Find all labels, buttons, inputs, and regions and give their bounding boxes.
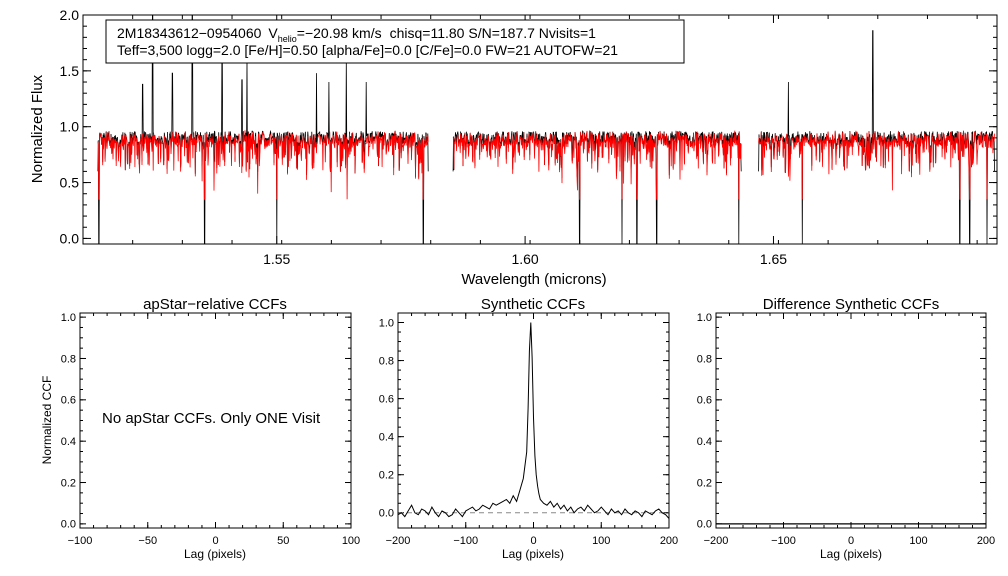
y-tick-label: 0.6 (697, 395, 712, 407)
apstar-ccf-panel: −100 −50 0 50 100 0.0 0.2 0.4 0.6 0.8 1.0 apStar−r… (40, 296, 360, 561)
model-spectrum-chip-1 (97, 130, 429, 200)
spectrum-plot-area (97, 15, 995, 244)
y-tick-label: 0.0 (61, 519, 76, 531)
info-box: 2M18343612−0954060 Vhelio=−20.98 km/s chis… (105, 19, 685, 64)
apstar-ccf-ticks: −100 −50 0 50 100 0.0 0.2 0.4 0.6 0.8 1.0 (61, 312, 360, 547)
synthetic-ccf-xlabel: Lag (pixels) (502, 547, 564, 561)
y-tick-label: 0.8 (379, 355, 394, 367)
x-tick-label: 200 (977, 535, 995, 547)
y-tick-label: 0.6 (379, 393, 394, 405)
apstar-ccf-xlabel: Lag (pixels) (184, 547, 246, 561)
model-spectrum-chip-3 (758, 130, 995, 200)
spectrum-panel: 1.55 1.60 1.65 0.0 0.5 1.0 1.5 2.0 2M18343612−0… (29, 7, 998, 288)
spectrum-ticks: 1.55 1.60 1.65 0.0 0.5 1.0 1.5 2.0 (60, 7, 997, 267)
y-tick-label: 0.2 (61, 477, 76, 489)
apstar-ccf-ylabel: Normalized CCF (40, 376, 54, 465)
info-vhelio-label: V (268, 25, 278, 41)
synthetic-ccf-panel: −200 −100 0 100 200 0.0 0.2 0.4 0.6 0.8 1.0 Synthe… (379, 296, 678, 561)
y-tick-label: 1.0 (697, 312, 712, 324)
synthetic-ccf-axes-frame (397, 312, 670, 529)
apstar-ccf-axes-frame (79, 312, 352, 529)
x-tick-label: 100 (592, 535, 610, 547)
difference-ccf-axes-frame (715, 312, 987, 529)
y-tick-label: 1.0 (379, 317, 394, 329)
difference-ccf-ticks: −200 −100 0 100 200 0.0 0.2 0.4 0.6 0.8 1.0 (697, 312, 995, 547)
y-tick-label: 0.0 (379, 508, 394, 520)
x-tick-label: 1.65 (760, 251, 787, 267)
x-tick-label: 0 (212, 535, 218, 547)
info-vhelio-sub: helio (278, 34, 297, 44)
spectrum-xlabel: Wavelength (microns) (461, 271, 606, 288)
x-tick-label: −100 (771, 535, 796, 547)
y-tick-label: 0.0 (60, 230, 80, 246)
y-tick-label: 0.0 (697, 519, 712, 531)
synthetic-ccf-plot-area (397, 322, 670, 519)
y-tick-label: 1.0 (61, 312, 76, 324)
spectrum-ylabel: Normalized Flux (29, 74, 46, 183)
apstar-ccf-title: apStar−relative CCFs (143, 296, 287, 313)
info-stats: chisq=11.80 S/N=187.7 Nvisits=1 (390, 25, 597, 41)
model-spectrum-chip-2 (452, 130, 742, 200)
y-tick-label: 1.0 (60, 119, 80, 135)
x-tick-label: −200 (386, 535, 411, 547)
x-tick-label: −200 (704, 535, 729, 547)
synthetic-ccf-line (397, 322, 670, 519)
y-tick-label: 0.8 (697, 353, 712, 365)
x-tick-label: 1.60 (511, 251, 538, 267)
spectrum-axes-frame (82, 14, 998, 245)
y-tick-label: 2.0 (60, 7, 80, 23)
x-tick-label: 1.55 (263, 251, 290, 267)
x-tick-label: −100 (68, 535, 93, 547)
difference-ccf-title: Difference Synthetic CCFs (763, 296, 939, 313)
x-tick-label: 200 (660, 535, 678, 547)
x-tick-label: −100 (453, 535, 478, 547)
info-star-id: 2M18343612−0954060 (117, 25, 262, 41)
difference-ccf-panel: −200 −100 0 100 200 0.0 0.2 0.4 0.6 0.8 1.0 Differ… (697, 296, 995, 561)
x-tick-label: 0 (530, 535, 536, 547)
y-tick-label: 0.2 (379, 470, 394, 482)
y-tick-label: 0.2 (697, 477, 712, 489)
y-tick-label: 0.8 (61, 353, 76, 365)
no-ccf-message: No apStar CCFs. Only ONE Visit (102, 410, 321, 427)
y-tick-label: 1.5 (60, 63, 80, 79)
synthetic-ccf-title: Synthetic CCFs (481, 296, 585, 313)
info-line-2: Teff=3,500 logg=2.0 [Fe/H]=0.50 [alpha/F… (117, 42, 618, 58)
difference-ccf-xlabel: Lag (pixels) (820, 547, 882, 561)
info-vhelio-value: =−20.98 km/s (297, 25, 382, 41)
y-tick-label: 0.4 (379, 432, 394, 444)
x-tick-label: 0 (848, 535, 854, 547)
x-tick-label: 50 (277, 535, 289, 547)
y-tick-label: 0.4 (61, 436, 76, 448)
y-tick-label: 0.6 (61, 395, 76, 407)
info-line-1: 2M18343612−0954060 Vhelio=−20.98 km/s chis… (117, 25, 596, 44)
y-tick-label: 0.5 (60, 174, 80, 190)
x-tick-label: 100 (909, 535, 927, 547)
y-tick-label: 0.4 (697, 436, 712, 448)
x-tick-label: −50 (138, 535, 157, 547)
info-box-frame (105, 19, 685, 64)
x-tick-label: 100 (342, 535, 360, 547)
synthetic-ccf-ticks: −200 −100 0 100 200 0.0 0.2 0.4 0.6 0.8 1.0 (379, 312, 678, 547)
